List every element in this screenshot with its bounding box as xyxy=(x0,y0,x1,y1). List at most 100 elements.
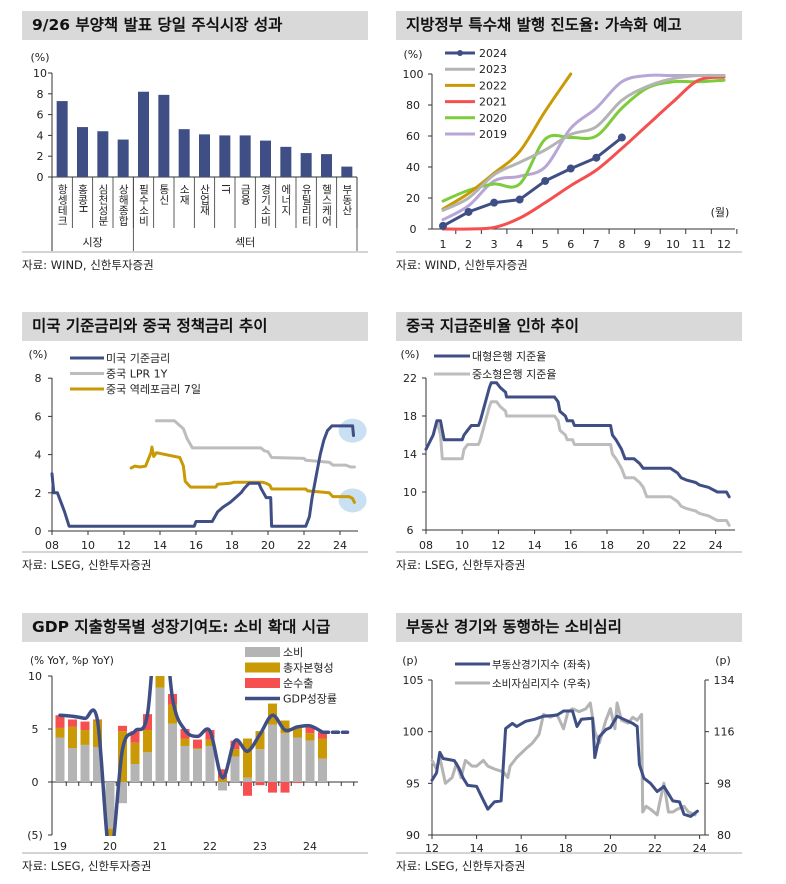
right-y-tick-label: 116 xyxy=(714,726,735,739)
left-y-tick-label: 90 xyxy=(406,829,420,842)
x-tick-label: 16 xyxy=(189,539,203,552)
chart2-title: 지방정부 특수채 발행 진도율: 가속화 예고 xyxy=(396,11,742,40)
category-label: 항셍테크 xyxy=(56,184,68,226)
category-label: 부동산 xyxy=(341,184,353,216)
chart3-source: 자료: LSEG, 신한투자증권 xyxy=(22,558,152,572)
bar-금융 xyxy=(239,135,251,177)
x-tick-label: 16 xyxy=(514,842,528,855)
bar-소비-21Q1 xyxy=(155,687,165,782)
y-tick-label: 8 xyxy=(37,88,44,101)
y-tick-label: 6 xyxy=(35,410,42,423)
chart4-source: 자료: LSEG, 신한투자증권 xyxy=(396,558,526,572)
bar-소비-21Q2 xyxy=(168,723,177,782)
chart1-title: 9/26 부양책 발표 당일 주식시장 성과 xyxy=(22,11,368,40)
bar-순수출-24Q2 xyxy=(318,732,327,739)
y-tick-label: 18 xyxy=(403,410,417,423)
category-label: 산업재 xyxy=(199,184,211,216)
y-tick-label: 14 xyxy=(403,448,417,461)
x-tick-label: 11 xyxy=(692,238,706,251)
legend-label: 소비 xyxy=(283,646,303,659)
bar-총자본형성-19Q3 xyxy=(80,730,90,745)
y-tick-label: 40 xyxy=(406,161,420,174)
y-tick-label: 10 xyxy=(33,67,47,80)
bar-소비-23Q1 xyxy=(255,749,265,782)
bar-소비-22Q3 xyxy=(230,756,240,782)
bar-통신 xyxy=(158,94,170,177)
bar-심천성분 xyxy=(97,131,109,177)
x-tick-label: 20 xyxy=(261,539,275,552)
legend-label: 대형은행 지준율 xyxy=(472,350,546,363)
legend-label: 중국 역레포금리 7일 xyxy=(106,382,201,396)
series-line-중소형은행 지준율 xyxy=(424,400,731,527)
y-tick-label: 100 xyxy=(403,68,424,81)
bar-소재 xyxy=(178,129,190,177)
series-line-대형은행 지준율 xyxy=(424,381,731,499)
y-tick-label: 4 xyxy=(37,129,44,142)
x-tick-label: 18 xyxy=(600,539,614,552)
bar-소비-22Q1 xyxy=(205,745,215,782)
bar-부동산 xyxy=(341,166,353,177)
y-axis-unit: (%) xyxy=(30,51,49,64)
series-line-2019 xyxy=(441,73,726,222)
legend-label: 미국 기준금리 xyxy=(106,352,170,365)
legend-label: 부동산경기지수 (좌축) xyxy=(492,658,590,671)
y-tick-label: 80 xyxy=(406,99,420,112)
point-2024 xyxy=(617,133,626,142)
x-tick-label: 18 xyxy=(559,842,573,855)
point-2024 xyxy=(515,195,524,204)
y-tick-label: 20 xyxy=(406,192,420,205)
chart5-source: 자료: LSEG, 신한투자증권 xyxy=(22,859,152,873)
category-label: 상해종합 xyxy=(117,184,129,226)
bar-소비-19Q1 xyxy=(55,737,65,782)
x-tick-label: 3 xyxy=(491,238,498,251)
y-axis-unit: (%) xyxy=(28,348,47,361)
category-label: 유틸리티 xyxy=(300,184,312,227)
bar-소비-21Q4 xyxy=(193,749,202,782)
x-tick-label: 20 xyxy=(636,539,650,552)
bar-순수출-19Q1 xyxy=(55,715,65,728)
bar-에너지 xyxy=(280,146,292,177)
bar-순수출-21Q3 xyxy=(180,729,190,739)
legend-label: 2023 xyxy=(479,63,507,76)
chart3-title: 미국 기준금리와 중국 정책금리 추이 xyxy=(22,312,368,341)
y-tick-label: 22 xyxy=(403,372,417,385)
legend-label: 2021 xyxy=(479,96,507,109)
x-tick-label: 14 xyxy=(470,842,484,855)
bar-필수소비 xyxy=(138,91,149,177)
bar-총자본형성-23Q1 xyxy=(255,731,265,750)
bar-총자본형성-22Q4 xyxy=(243,738,252,778)
y-axis-unit: (%) xyxy=(403,48,422,61)
y-tick-label: 0 xyxy=(35,525,42,538)
x-tick-label: 20 xyxy=(103,840,117,853)
legend-label: 2020 xyxy=(479,112,507,125)
bar-순수출-23Q4 xyxy=(293,782,302,784)
left-y-tick-label: 105 xyxy=(403,674,424,687)
x-tick-label: 19 xyxy=(53,840,67,853)
left-axis-unit: (p) xyxy=(402,654,418,667)
bar-소비-23Q3 xyxy=(280,733,290,782)
legend-label: 2022 xyxy=(479,79,507,92)
bar-총자본형성-23Q3 xyxy=(280,720,290,734)
x-tick-label: 10 xyxy=(81,539,95,552)
x-tick-label: 10 xyxy=(666,238,680,251)
bar-소비-24Q2 xyxy=(318,758,327,782)
bar-경기소비 xyxy=(260,140,271,177)
bar-IT xyxy=(219,135,231,177)
x-tick-label: 7 xyxy=(593,238,600,251)
right-y-tick-label: 80 xyxy=(717,829,731,842)
left-y-tick-label: 95 xyxy=(406,777,420,790)
x-tick-label: 23 xyxy=(253,840,267,853)
x-tick-label: 10 xyxy=(455,539,469,552)
series-line-2021 xyxy=(441,75,726,231)
y-tick-label: 4 xyxy=(35,449,42,462)
x-tick-label: 12 xyxy=(717,238,731,251)
legend-label: 중국 LPR 1Y xyxy=(106,368,168,381)
point-2024 xyxy=(541,176,550,185)
bar-소비-24Q1 xyxy=(305,740,315,782)
category-label: 헬스케어 xyxy=(321,184,333,227)
point-2024 xyxy=(490,198,499,207)
chart4-rrr: (%) 6 10 14 18 22 08 10 12 14 16 18 20 22 24 대형은행 지준율중소… xyxy=(396,348,742,553)
bar-소비-23Q2 xyxy=(268,724,277,782)
x-tick-label: 18 xyxy=(225,539,239,552)
